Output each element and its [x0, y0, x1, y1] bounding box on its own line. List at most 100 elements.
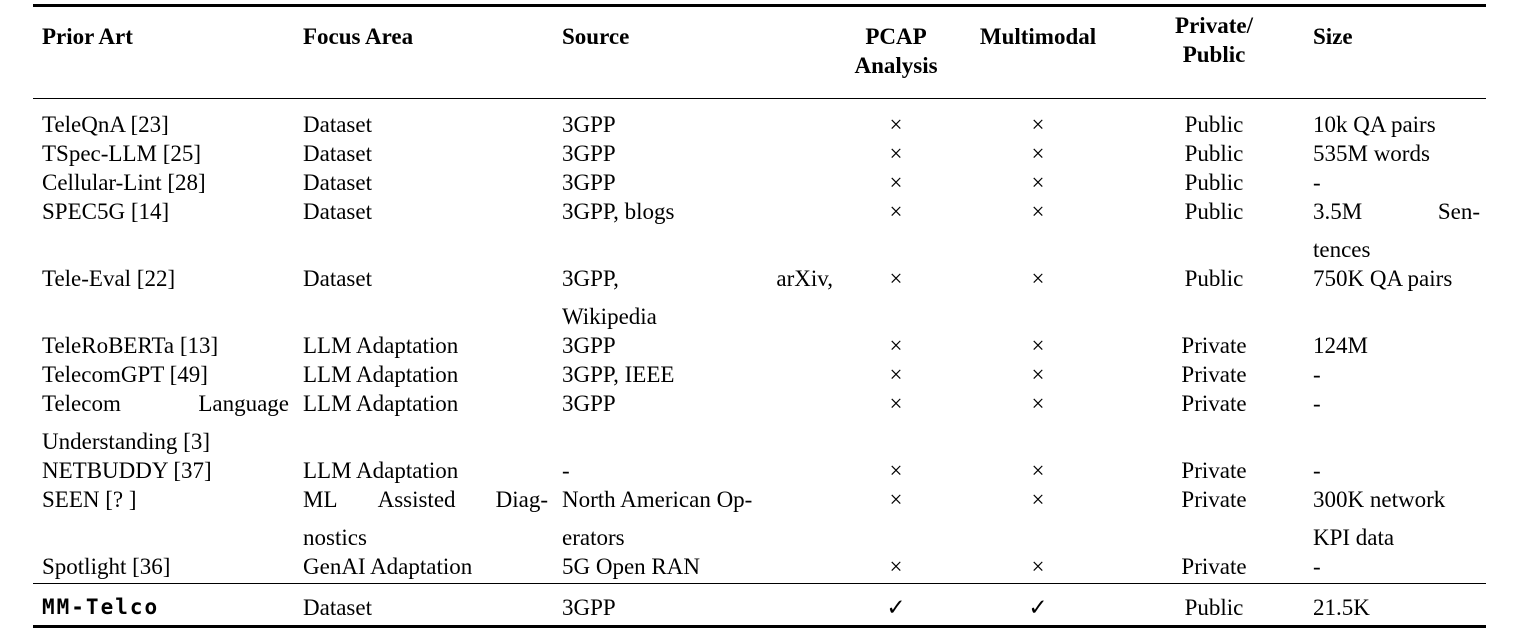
- cell-focus-area: Dataset: [303, 141, 372, 166]
- cell-focus-area: LLM Adaptation: [303, 391, 459, 416]
- cell-line: Wikipedia: [562, 304, 657, 329]
- cell-line-segment: arXiv,: [776, 266, 833, 291]
- cell-line: tences: [1313, 237, 1371, 262]
- cell-size: -: [1313, 554, 1321, 579]
- cell-pcap: ×: [889, 362, 903, 387]
- table-row: TSpec-LLM [25] Dataset 3GPP × × Public 535M wo…: [33, 139, 1486, 168]
- cell-source: 3GPP, blogs: [562, 199, 675, 224]
- cell-line: ML Assisted Diag-: [303, 485, 548, 514]
- cell-pcap: ×: [889, 333, 903, 358]
- cell-prior-art: SEEN [? ]: [42, 487, 137, 512]
- cell-line-segment: Diag-: [495, 487, 548, 512]
- cell-pcap: ×: [889, 391, 903, 416]
- cell-focus-area: Dataset: [303, 170, 372, 195]
- table-row: Telecom Language Understanding [3] LLM Adap…: [33, 389, 1486, 456]
- cell-prior-art: Spotlight [36]: [42, 554, 171, 579]
- cell-multimodal: ×: [1031, 170, 1045, 195]
- table-row: TelecomGPT [49] LLM Adaptation 3GPP, IEEE ×…: [33, 360, 1486, 389]
- cell-prior-art: MM-Telco: [42, 595, 160, 619]
- cell-visibility: Public: [1184, 266, 1244, 291]
- cell-size: 10k QA pairs: [1313, 112, 1436, 137]
- cell-source: 3GPP: [562, 595, 616, 620]
- cell-prior-art: Cellular-Lint [28]: [42, 170, 206, 195]
- table-row: TeleRoBERTa [13] LLM Adaptation 3GPP × × Priv…: [33, 331, 1486, 360]
- cell-visibility: Private: [1181, 333, 1247, 358]
- col-header-prior-art: Prior Art: [42, 24, 133, 49]
- cell-size: 3.5M Sen-tences: [1303, 197, 1486, 264]
- table-row: Spotlight [36] GenAI Adaptation 5G Open RA…: [33, 552, 1486, 584]
- cell-focus-area: LLM Adaptation: [303, 333, 459, 358]
- table-row: Cellular-Lint [28] Dataset 3GPP × × Public -: [33, 168, 1486, 197]
- cell-focus-area: Dataset: [303, 199, 372, 224]
- cell-pcap: ×: [889, 170, 903, 195]
- cell-source: 3GPP: [562, 141, 616, 166]
- prior-art-comparison-table: Prior Art Focus Area Source PCAP Analysi…: [33, 4, 1486, 628]
- cell-size: -: [1313, 458, 1321, 483]
- cell-pcap: ×: [889, 487, 903, 512]
- cell-multimodal: ×: [1031, 487, 1045, 512]
- cell-size: -: [1313, 391, 1321, 416]
- cell-line: 3.5M Sen-: [1313, 197, 1480, 226]
- cell-line-segment: ML: [303, 487, 338, 512]
- cell-line-segment: 3.5M: [1313, 199, 1363, 224]
- cell-multimodal: ×: [1031, 199, 1045, 224]
- cell-source: 3GPP, arXiv, Wikipedia: [554, 264, 839, 331]
- cell-line: KPI data: [1313, 525, 1395, 550]
- cell-source: 3GPP: [562, 112, 616, 137]
- cell-size: -: [1313, 170, 1321, 195]
- col-header-focus-area: Focus Area: [303, 24, 414, 49]
- cell-size: 124M: [1313, 333, 1368, 358]
- cell-visibility: Private: [1181, 362, 1247, 387]
- cell-line: erators: [562, 525, 625, 550]
- col-header-pcap-analysis: PCAP Analysis: [854, 24, 938, 78]
- cell-visibility: Private: [1181, 487, 1247, 512]
- col-header-multimodal: Multimodal: [979, 24, 1097, 49]
- cell-visibility: Private: [1181, 458, 1247, 483]
- cell-focus-area: Dataset: [303, 595, 372, 620]
- cell-size: 535M words: [1313, 141, 1430, 166]
- cell-prior-art: Tele-Eval [22]: [42, 266, 176, 291]
- table-row: TeleQnA [23] Dataset 3GPP × × Public 10k QA pa…: [33, 99, 1486, 140]
- cell-visibility: Public: [1184, 595, 1244, 620]
- cell-line-segment: Sen-: [1437, 199, 1480, 224]
- cell-line-segment: Language: [198, 391, 289, 416]
- cell-prior-art: TelecomGPT [49]: [42, 362, 208, 387]
- cell-pcap: ×: [889, 554, 903, 579]
- cell-visibility: Private: [1181, 391, 1247, 416]
- cell-source: 3GPP, IEEE: [562, 362, 675, 387]
- cell-line: 300K network: [1313, 487, 1446, 512]
- cell-multimodal: ×: [1031, 112, 1045, 137]
- table-row: SPEC5G [14] Dataset 3GPP, blogs × × Public 3.5…: [33, 197, 1486, 264]
- cell-pcap: ×: [889, 458, 903, 483]
- cell-source: -: [562, 458, 570, 483]
- cell-multimodal: ×: [1031, 266, 1045, 291]
- cell-multimodal: ×: [1031, 554, 1045, 579]
- cell-visibility: Private: [1181, 554, 1247, 579]
- cell-focus-area: Dataset: [303, 266, 372, 291]
- cell-multimodal: ×: [1031, 362, 1045, 387]
- col-header-private-public: Private/ Public: [1175, 13, 1253, 67]
- cell-line: nostics: [303, 525, 367, 550]
- table-header: Prior Art Focus Area Source PCAP Analysi…: [33, 6, 1486, 99]
- cell-source: 5G Open RAN: [562, 554, 700, 579]
- cell-line: 3GPP, arXiv,: [562, 264, 833, 293]
- cell-source: 3GPP: [562, 391, 616, 416]
- col-header-source: Source: [562, 24, 630, 49]
- paper-comparison-table-region: Prior Art Focus Area Source PCAP Analysi…: [33, 4, 1486, 628]
- header-row: Prior Art Focus Area Source PCAP Analysi…: [33, 6, 1486, 99]
- row-mm-telco: MM-Telco Dataset 3GPP ✓ ✓ Public 21.5K: [33, 583, 1486, 627]
- cell-prior-art: TeleRoBERTa [13]: [42, 333, 219, 358]
- cell-visibility: Public: [1184, 170, 1244, 195]
- cell-visibility: Public: [1184, 112, 1244, 137]
- cell-multimodal: ×: [1031, 141, 1045, 166]
- cell-prior-art: NETBUDDY [37]: [42, 458, 212, 483]
- cell-prior-art: TSpec-LLM [25]: [42, 141, 202, 166]
- cell-source: 3GPP: [562, 170, 616, 195]
- cell-source: 3GPP: [562, 333, 616, 358]
- cell-line: Telecom Language: [42, 389, 289, 418]
- cell-source: North American Op-erators: [554, 485, 839, 552]
- cell-multimodal: ✓: [1028, 595, 1048, 620]
- cell-size: 750K QA pairs: [1313, 266, 1453, 291]
- cell-visibility: Public: [1184, 141, 1244, 166]
- cell-size: 21.5K: [1313, 595, 1370, 620]
